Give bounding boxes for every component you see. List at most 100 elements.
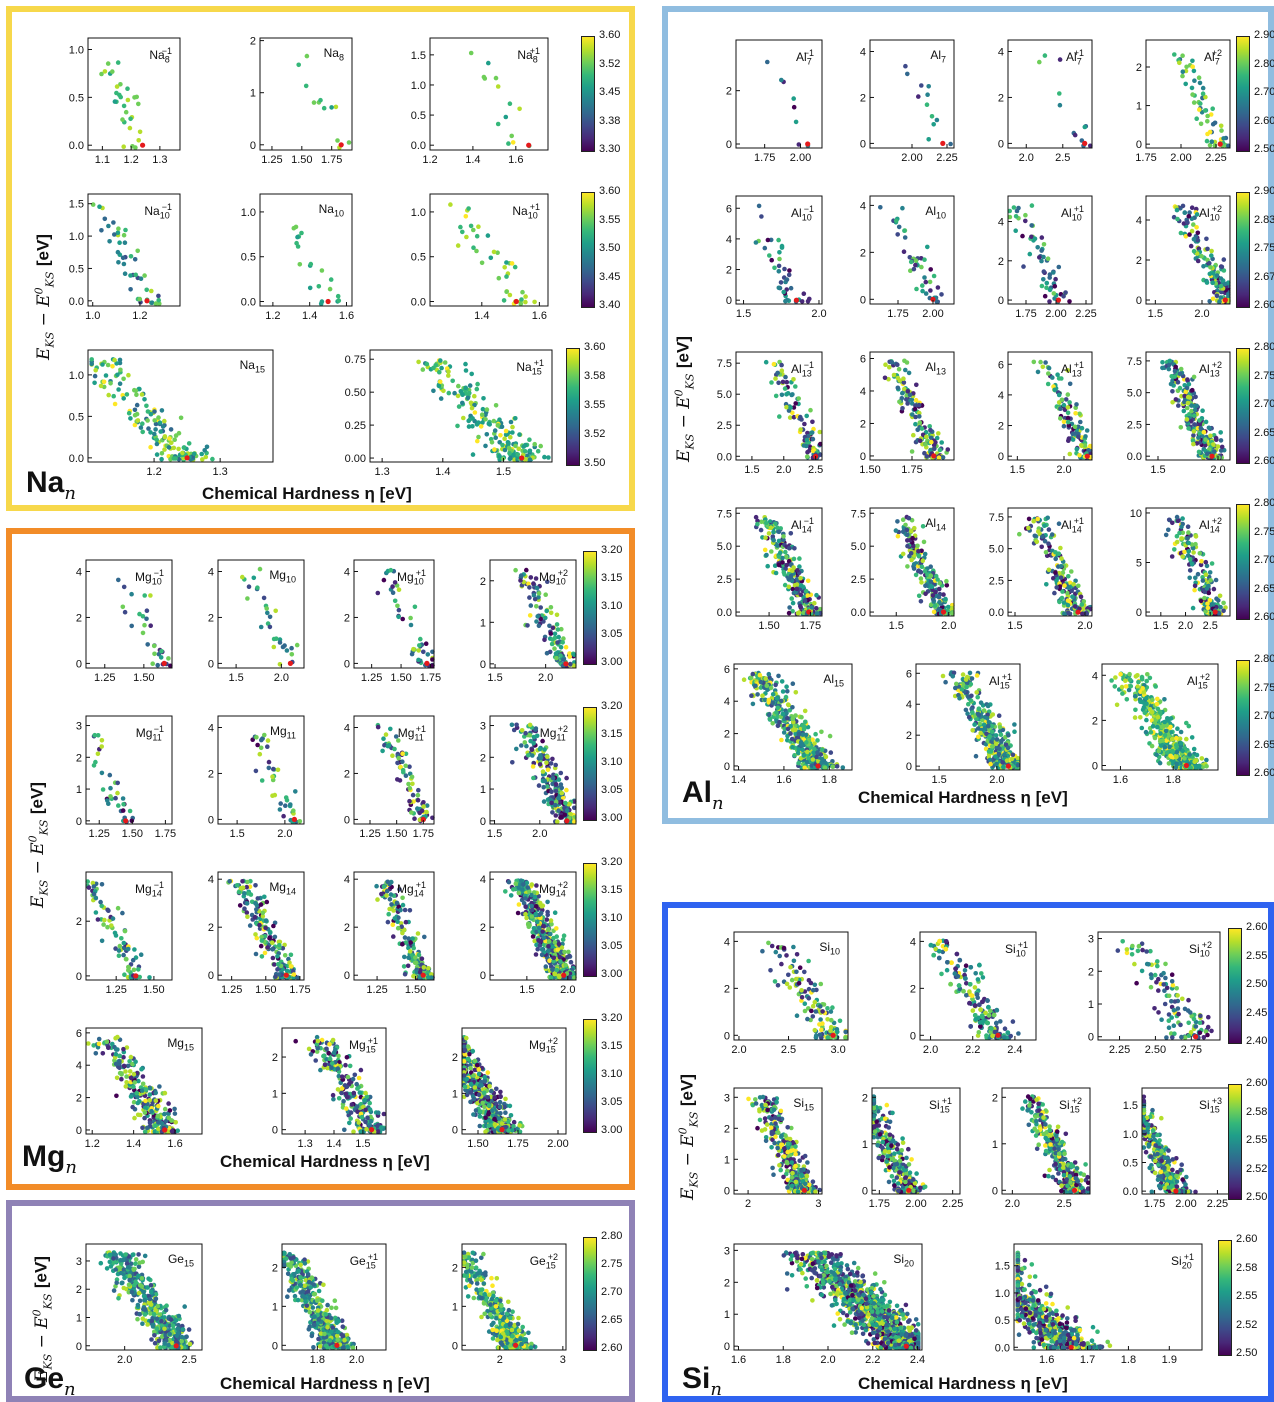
data-point [124,1080,129,1085]
data-point [257,566,263,572]
data-point [495,121,501,127]
y-tick-label: 4 [480,874,486,886]
scatter-svg: 1.2 1.4 1.60.00.51.01.5 [411,37,549,166]
data-point [90,880,96,886]
data-point [253,932,258,937]
data-point [140,630,146,636]
data-point [392,598,398,604]
data-point [486,1111,491,1117]
data-point [392,916,398,921]
data-point [340,1086,345,1091]
data-point [246,584,252,589]
y-tick-label: 1 [1136,101,1142,113]
data-point [463,1269,469,1275]
plot-frame [489,715,577,825]
data-point [503,889,508,894]
data-point [510,1334,515,1339]
data-point [563,800,568,806]
x-tick-label: 2.00 [922,308,943,320]
data-point [315,1038,321,1044]
data-point [168,1317,174,1322]
data-point [298,1282,303,1288]
data-point [479,1255,484,1261]
data-point [914,286,919,292]
data-point [284,798,290,803]
ground-state-point [133,973,139,979]
data-point [387,897,393,902]
data-point [91,891,97,897]
data-point [495,423,501,428]
data-point [928,267,933,272]
data-point [323,1312,329,1317]
data-point [317,1344,323,1349]
data-point [560,640,565,645]
data-point [450,378,455,384]
data-point [550,756,555,762]
data-point [487,1118,493,1124]
data-point [128,416,133,421]
data-point [392,580,398,585]
data-point [271,923,276,929]
data-point [99,738,105,743]
data-point [382,742,387,748]
data-point [562,812,568,818]
data-point [759,214,764,219]
data-point [558,653,563,658]
data-point [542,747,547,752]
data-point [462,1084,468,1090]
data-point [509,1327,515,1333]
data-point [115,249,121,255]
data-point [1183,81,1188,87]
data-point [304,1303,310,1308]
data-point [135,1094,140,1100]
data-point [463,214,469,219]
data-point [403,919,409,925]
data-point [178,415,184,421]
data-point [482,1311,487,1317]
data-point [467,1283,472,1289]
data-point [128,273,133,278]
data-point [287,960,292,965]
data-point [348,1116,353,1121]
scatter-plot-na15-1: 1.3 1.4 1.5 0.00 0.25 0.50 0.75 Na15+1 [345,349,553,478]
data-point [948,141,953,147]
data-point [132,947,137,952]
data-point [116,260,121,265]
data-point [1007,214,1013,220]
data-point [908,259,914,265]
data-point [481,1301,487,1306]
data-point [367,1107,373,1112]
data-point [1208,112,1214,117]
data-point [379,1125,384,1130]
data-point [1198,101,1203,106]
data-point [529,903,534,909]
scatter-plot-mg11: 1.5 2.0 0 2 4 Mg11 [208,715,305,840]
scatter-plot-na8: 1.25 1.50 1.75 0 1 2 Na8 [250,36,353,166]
data-point [108,785,113,791]
data-point [406,781,411,787]
data-point [132,1080,137,1085]
data-point [257,922,262,928]
data-point [922,275,927,280]
data-point [136,1078,141,1084]
data-point [300,1293,306,1299]
data-point [131,1099,137,1105]
data-point [536,938,541,943]
y-tick-label: 0.5 [411,110,426,122]
data-point [510,430,515,435]
data-point [130,957,136,963]
data-point [316,1336,321,1342]
x-tick-label: 1.25 [261,154,282,166]
data-point [513,567,518,573]
data-point [534,604,539,609]
data-point [423,641,429,646]
data-point [463,361,468,367]
data-point [417,643,422,648]
data-point [560,941,565,947]
data-point [179,1334,185,1340]
data-point [175,1128,180,1133]
data-point [114,84,120,89]
data-point [1039,283,1045,289]
data-point [537,762,543,767]
